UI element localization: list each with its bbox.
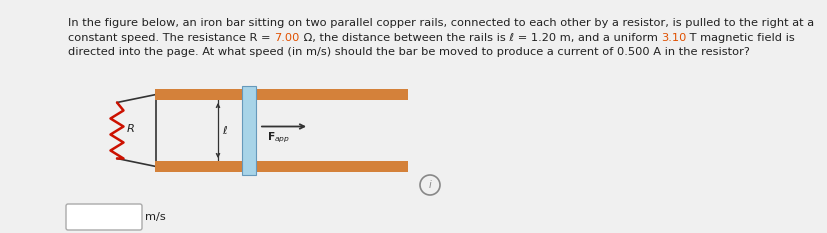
- Bar: [155, 161, 408, 172]
- Text: T magnetic field is: T magnetic field is: [686, 32, 794, 42]
- Bar: [155, 89, 408, 100]
- Text: ℓ: ℓ: [222, 126, 227, 136]
- Text: R: R: [127, 123, 135, 134]
- Bar: [241, 86, 256, 175]
- Text: constant speed. The resistance R =: constant speed. The resistance R =: [68, 32, 274, 42]
- Text: i: i: [428, 180, 431, 190]
- Text: 3.10: 3.10: [660, 32, 686, 42]
- Text: $\mathbf{F}_{app}$: $\mathbf{F}_{app}$: [266, 130, 289, 145]
- Text: m/s: m/s: [145, 212, 165, 222]
- Text: In the figure below, an iron bar sitting on two parallel copper rails, connected: In the figure below, an iron bar sitting…: [68, 18, 813, 28]
- Text: 7.00: 7.00: [274, 32, 299, 42]
- FancyBboxPatch shape: [66, 204, 141, 230]
- Text: Ω, the distance between the rails is ℓ = 1.20 m, and a uniform: Ω, the distance between the rails is ℓ =…: [299, 32, 660, 42]
- Text: directed into the page. At what speed (in m/s) should the bar be moved to produc: directed into the page. At what speed (i…: [68, 47, 749, 57]
